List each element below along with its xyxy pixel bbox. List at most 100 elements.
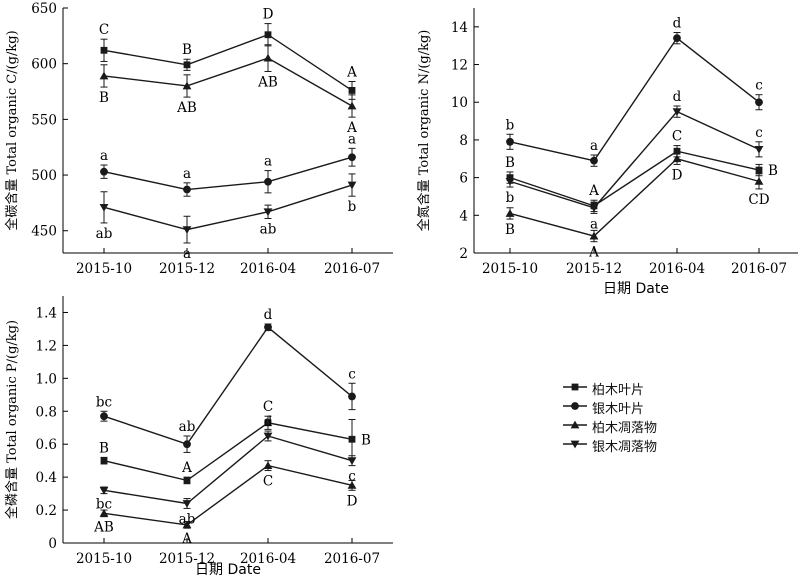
data-point-circle: [590, 156, 598, 165]
data-point-circle: [100, 412, 108, 421]
y-tick-label: 0.6: [36, 437, 57, 453]
x-axis-label: 日期 Date: [603, 281, 669, 297]
data-point-triangle-up: [182, 81, 192, 90]
series-triangle-down: ab a ab b: [96, 173, 357, 262]
data-point-triangle-up: [505, 209, 515, 217]
data-point-triangle-down: [347, 457, 357, 466]
data-point-triangle-up: [672, 154, 682, 163]
y-tick-label: 1.0: [36, 371, 57, 387]
significance-label: a: [264, 154, 272, 170]
significance-label: B: [768, 163, 778, 179]
y-axis-label: 全碳含量 Total organic C/(g/kg): [4, 30, 20, 230]
significance-label: d: [264, 307, 273, 323]
legend: 柏木叶片 银木叶片 柏木凋落物 银木凋落物: [562, 378, 712, 455]
significance-label: B: [182, 42, 192, 58]
data-point-triangle-up: [263, 461, 273, 470]
significance-label: c: [348, 366, 356, 382]
significance-label: AB: [93, 520, 114, 536]
series-line: [103, 326, 353, 446]
series-line: [509, 37, 760, 162]
data-point-triangle-down: [570, 440, 580, 449]
legend-swatch-square: [563, 383, 587, 391]
significance-label: B: [99, 440, 109, 456]
y-tick-label: 14: [451, 20, 468, 36]
significance-label: a: [348, 131, 356, 147]
data-point-triangle-down: [589, 204, 599, 213]
series-line: [103, 156, 353, 191]
data-point-square: [183, 477, 191, 484]
significance-label: D: [347, 493, 358, 509]
y-tick-label: 8: [459, 133, 468, 149]
significance-label: AB: [257, 74, 278, 90]
significance-label: B: [361, 432, 371, 448]
data-point-triangle-down: [99, 486, 109, 495]
significance-label: A: [346, 120, 357, 136]
series-line: [103, 435, 353, 505]
data-point-triangle-up: [754, 176, 764, 185]
series-triangle-up: B A D CD: [505, 152, 770, 261]
data-point-circle: [755, 98, 763, 107]
significance-label: ab: [179, 419, 196, 435]
significance-label: B: [99, 90, 109, 106]
legend-item: 柏木凋落物: [562, 416, 712, 436]
significance-label: c: [755, 78, 763, 94]
series-line: [103, 422, 353, 482]
series-triangle-up: AB A C D: [93, 460, 358, 547]
significance-label: B: [505, 155, 515, 171]
data-point-square: [348, 435, 356, 443]
data-point-circle: [571, 402, 579, 410]
significance-label: a: [183, 246, 191, 262]
significance-label: a: [183, 166, 191, 182]
data-point-circle: [264, 177, 272, 186]
data-point-triangle-down: [263, 208, 273, 217]
data-point-triangle-up: [99, 71, 109, 80]
y-axis-label: 全氮含量 Total organic N/(g/kg): [416, 30, 432, 232]
series-line: [509, 110, 760, 209]
y-tick-label: 500: [31, 168, 57, 184]
data-point-triangle-down: [99, 203, 109, 212]
series-line: [509, 157, 760, 237]
significance-label: C: [263, 474, 273, 490]
series-square: C B D A: [99, 7, 357, 100]
y-tick-label: 2: [459, 246, 468, 262]
significance-label: d: [673, 89, 682, 105]
significance-label: b: [506, 117, 515, 133]
chart-panel-2: 2 4 6 8 10 12 14 2015-10 2015-12 2016-04 2016-07 全氮…: [416, 8, 798, 297]
data-point-triangle-up: [182, 520, 192, 529]
significance-label: bc: [96, 394, 112, 410]
y-tick-label: 10: [451, 95, 468, 111]
series-circle: a a a a: [100, 131, 356, 197]
data-point-triangle-up: [263, 53, 273, 62]
chart-panel-3: 0 0.2 0.4 0.6 0.8 1.0 1.2 1.4 2015-10 2015-12 2016…: [4, 296, 393, 578]
significance-label: ab: [179, 511, 196, 527]
legend-item: 银木叶片: [562, 397, 712, 417]
data-point-triangle-up: [347, 480, 357, 489]
y-tick-label: 0.2: [36, 503, 57, 519]
data-point-triangle-down: [505, 177, 515, 186]
data-point-square: [264, 31, 272, 39]
significance-label: A: [181, 531, 192, 547]
data-point-circle: [100, 167, 108, 176]
x-tick-label: 2015-10: [482, 261, 538, 277]
y-tick-label: 450: [31, 224, 57, 240]
y-tick-label: 0.4: [36, 470, 57, 486]
data-point-triangle-down: [182, 226, 192, 235]
significance-label: CD: [748, 192, 769, 208]
series-line: [103, 33, 353, 91]
y-tick-label: 1.2: [36, 338, 57, 354]
significance-label: C: [672, 129, 682, 145]
series-circle: b a d c: [506, 16, 763, 167]
chart-panel-1: 450 500 550 600 650 2015-10 2015-12 2016-04 2016…: [4, 1, 393, 277]
data-point-square: [183, 61, 191, 69]
y-tick-label: 4: [459, 208, 468, 224]
data-point-triangle-up: [589, 231, 599, 240]
significance-label: D: [672, 167, 683, 183]
significance-label: A: [181, 460, 192, 476]
y-tick-label: 6: [459, 171, 468, 187]
series-line: [103, 184, 353, 231]
y-tick-label: 600: [31, 57, 57, 73]
x-tick-label: 2015-10: [76, 551, 132, 567]
data-point-square: [673, 147, 681, 155]
data-point-square: [264, 419, 272, 427]
